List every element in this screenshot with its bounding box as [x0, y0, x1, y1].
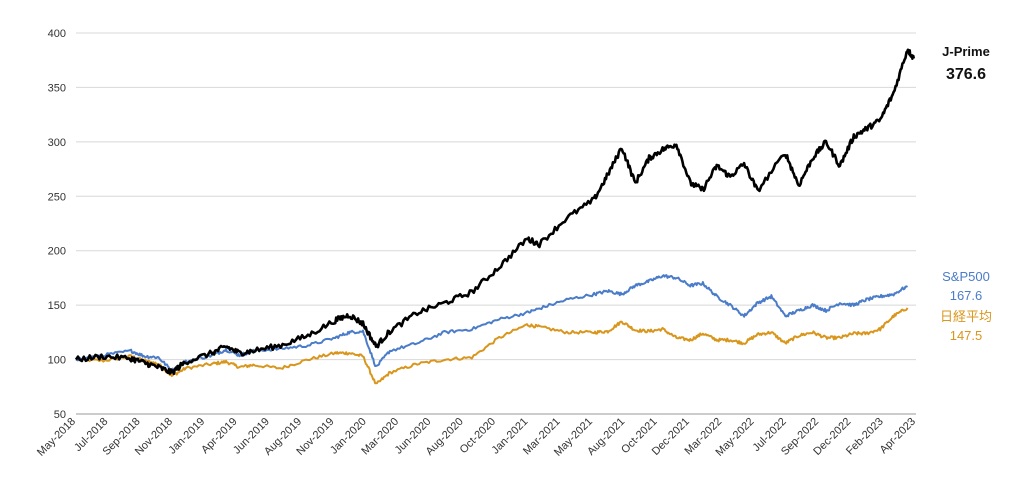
series-line-1 — [75, 274, 909, 373]
x-tick-label: May-2018 — [35, 416, 78, 459]
gridlines — [76, 32, 916, 415]
y-axis-tick-labels: 50 100 150 200 250 300 350 400 — [48, 28, 66, 421]
series-value-label: 167.6 — [950, 288, 983, 303]
x-tick-label: Apr-2023 — [878, 416, 918, 456]
y-tick-label: 400 — [48, 28, 66, 40]
series-lines — [74, 48, 916, 385]
y-tick-label: 300 — [48, 137, 66, 149]
y-tick-label: 350 — [48, 82, 66, 94]
y-tick-label: 50 — [54, 409, 66, 421]
y-tick-label: 200 — [48, 246, 66, 258]
series-line-2 — [75, 307, 909, 385]
x-axis-tick-labels: May-2018Jul-2018Sep-2018Nov-2018Jan-2019… — [35, 416, 918, 459]
series-value-label: 376.6 — [946, 66, 986, 83]
series-value-label: 147.5 — [950, 328, 983, 343]
series-name-label: 日経平均 — [940, 309, 992, 324]
y-tick-label: 150 — [48, 300, 66, 312]
series-line-0 — [74, 48, 916, 376]
series-name-label: S&P500 — [942, 269, 990, 284]
y-tick-label: 100 — [48, 355, 66, 367]
series-end-labels: J-Prime 376.6 S&P500 167.6 日経平均 147.5 — [940, 44, 992, 343]
series-name-label: J-Prime — [942, 44, 990, 59]
y-tick-label: 250 — [48, 191, 66, 203]
